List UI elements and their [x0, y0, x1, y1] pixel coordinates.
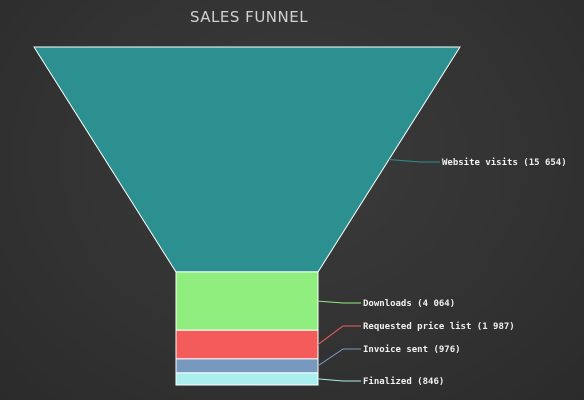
chart-title: SALES FUNNEL	[190, 8, 309, 26]
connector-1	[388, 158, 440, 163]
connector-5	[317, 378, 361, 382]
data-label-5: Finalized (846)	[363, 376, 444, 387]
funnel-segment-3[interactable]	[175, 329, 319, 360]
data-label-4: Invoice sent (976)	[363, 344, 461, 355]
funnel-segment-2[interactable]	[175, 271, 319, 331]
connector-4	[317, 348, 361, 367]
funnel-segment-4[interactable]	[175, 358, 319, 374]
connector-3	[317, 325, 361, 345]
data-label-1: Website visits (15 654)	[442, 157, 567, 168]
connector-2	[317, 300, 361, 304]
funnel-segment-1[interactable]	[33, 46, 461, 273]
funnel-segment-5[interactable]	[175, 372, 319, 386]
data-label-3: Requested price list (1 987)	[363, 321, 515, 332]
data-label-2: Downloads (4 064)	[363, 299, 455, 309]
